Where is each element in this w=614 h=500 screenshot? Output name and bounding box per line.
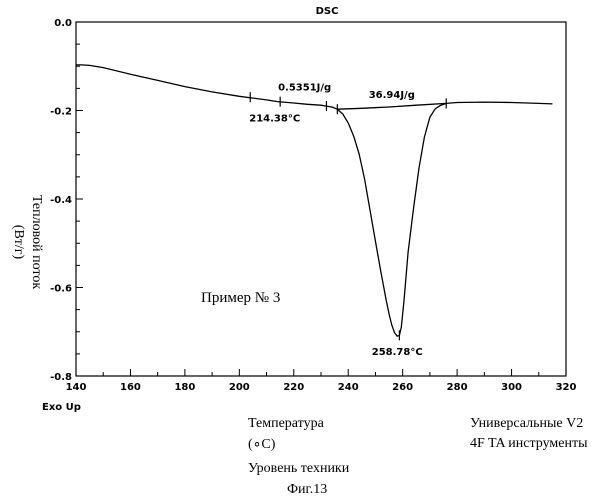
annotation-label: 0.5351J/g [278,83,331,94]
x-tick-label: 260 [392,382,413,393]
y-tick-label: -0.4 [50,195,72,206]
baseline-line [337,103,446,109]
y-axis-title: Тепловой поток [27,167,45,317]
example-label: Пример № 3 [201,290,280,307]
instrument-line-2: 4F TA инструменты [470,436,588,452]
plot-frame [76,22,566,376]
x-tick-label: 300 [501,382,522,393]
y-tick-label: -0.8 [50,372,72,383]
annotation-label: 36.94J/g [369,90,415,101]
annotation-layer: 0.5351J/g 214.38°C 36.94J/g 258.78°C [249,83,422,359]
annotation-label: 258.78°C [372,347,423,358]
series-layer [76,65,552,336]
x-tick-label: 240 [338,382,359,393]
x-tick-label: 180 [174,382,195,393]
x-axis-unit: (∘C) [248,436,275,453]
y-tick-label: 0.0 [54,18,72,29]
instrument-line-1: Универсальные V2 [470,416,583,432]
x-tick-label: 160 [120,382,141,393]
y-axis-label: Тепловой поток (Вт/г) [1,167,45,317]
x-tick-label: 140 [66,382,87,393]
y-axis-unit: (Вт/г) [9,167,27,317]
y-tick-label: -0.6 [50,284,72,295]
annotation-label: 214.38°C [249,114,300,125]
axis-ticks [76,22,566,376]
x-tick-label: 280 [447,382,468,393]
exo-up-label: Exo Up [42,402,81,413]
chart-title: DSC [316,6,339,17]
x-tick-label: 200 [229,382,250,393]
figure-caption: Фиг.13 [287,482,327,498]
x-tick-label: 320 [556,382,577,393]
x-tick-label: 220 [283,382,304,393]
dsc-curve [76,65,552,336]
prior-art-caption: Уровень техники [248,461,349,477]
x-axis-title: Температура [248,416,324,432]
y-tick-label: -0.2 [50,107,72,118]
